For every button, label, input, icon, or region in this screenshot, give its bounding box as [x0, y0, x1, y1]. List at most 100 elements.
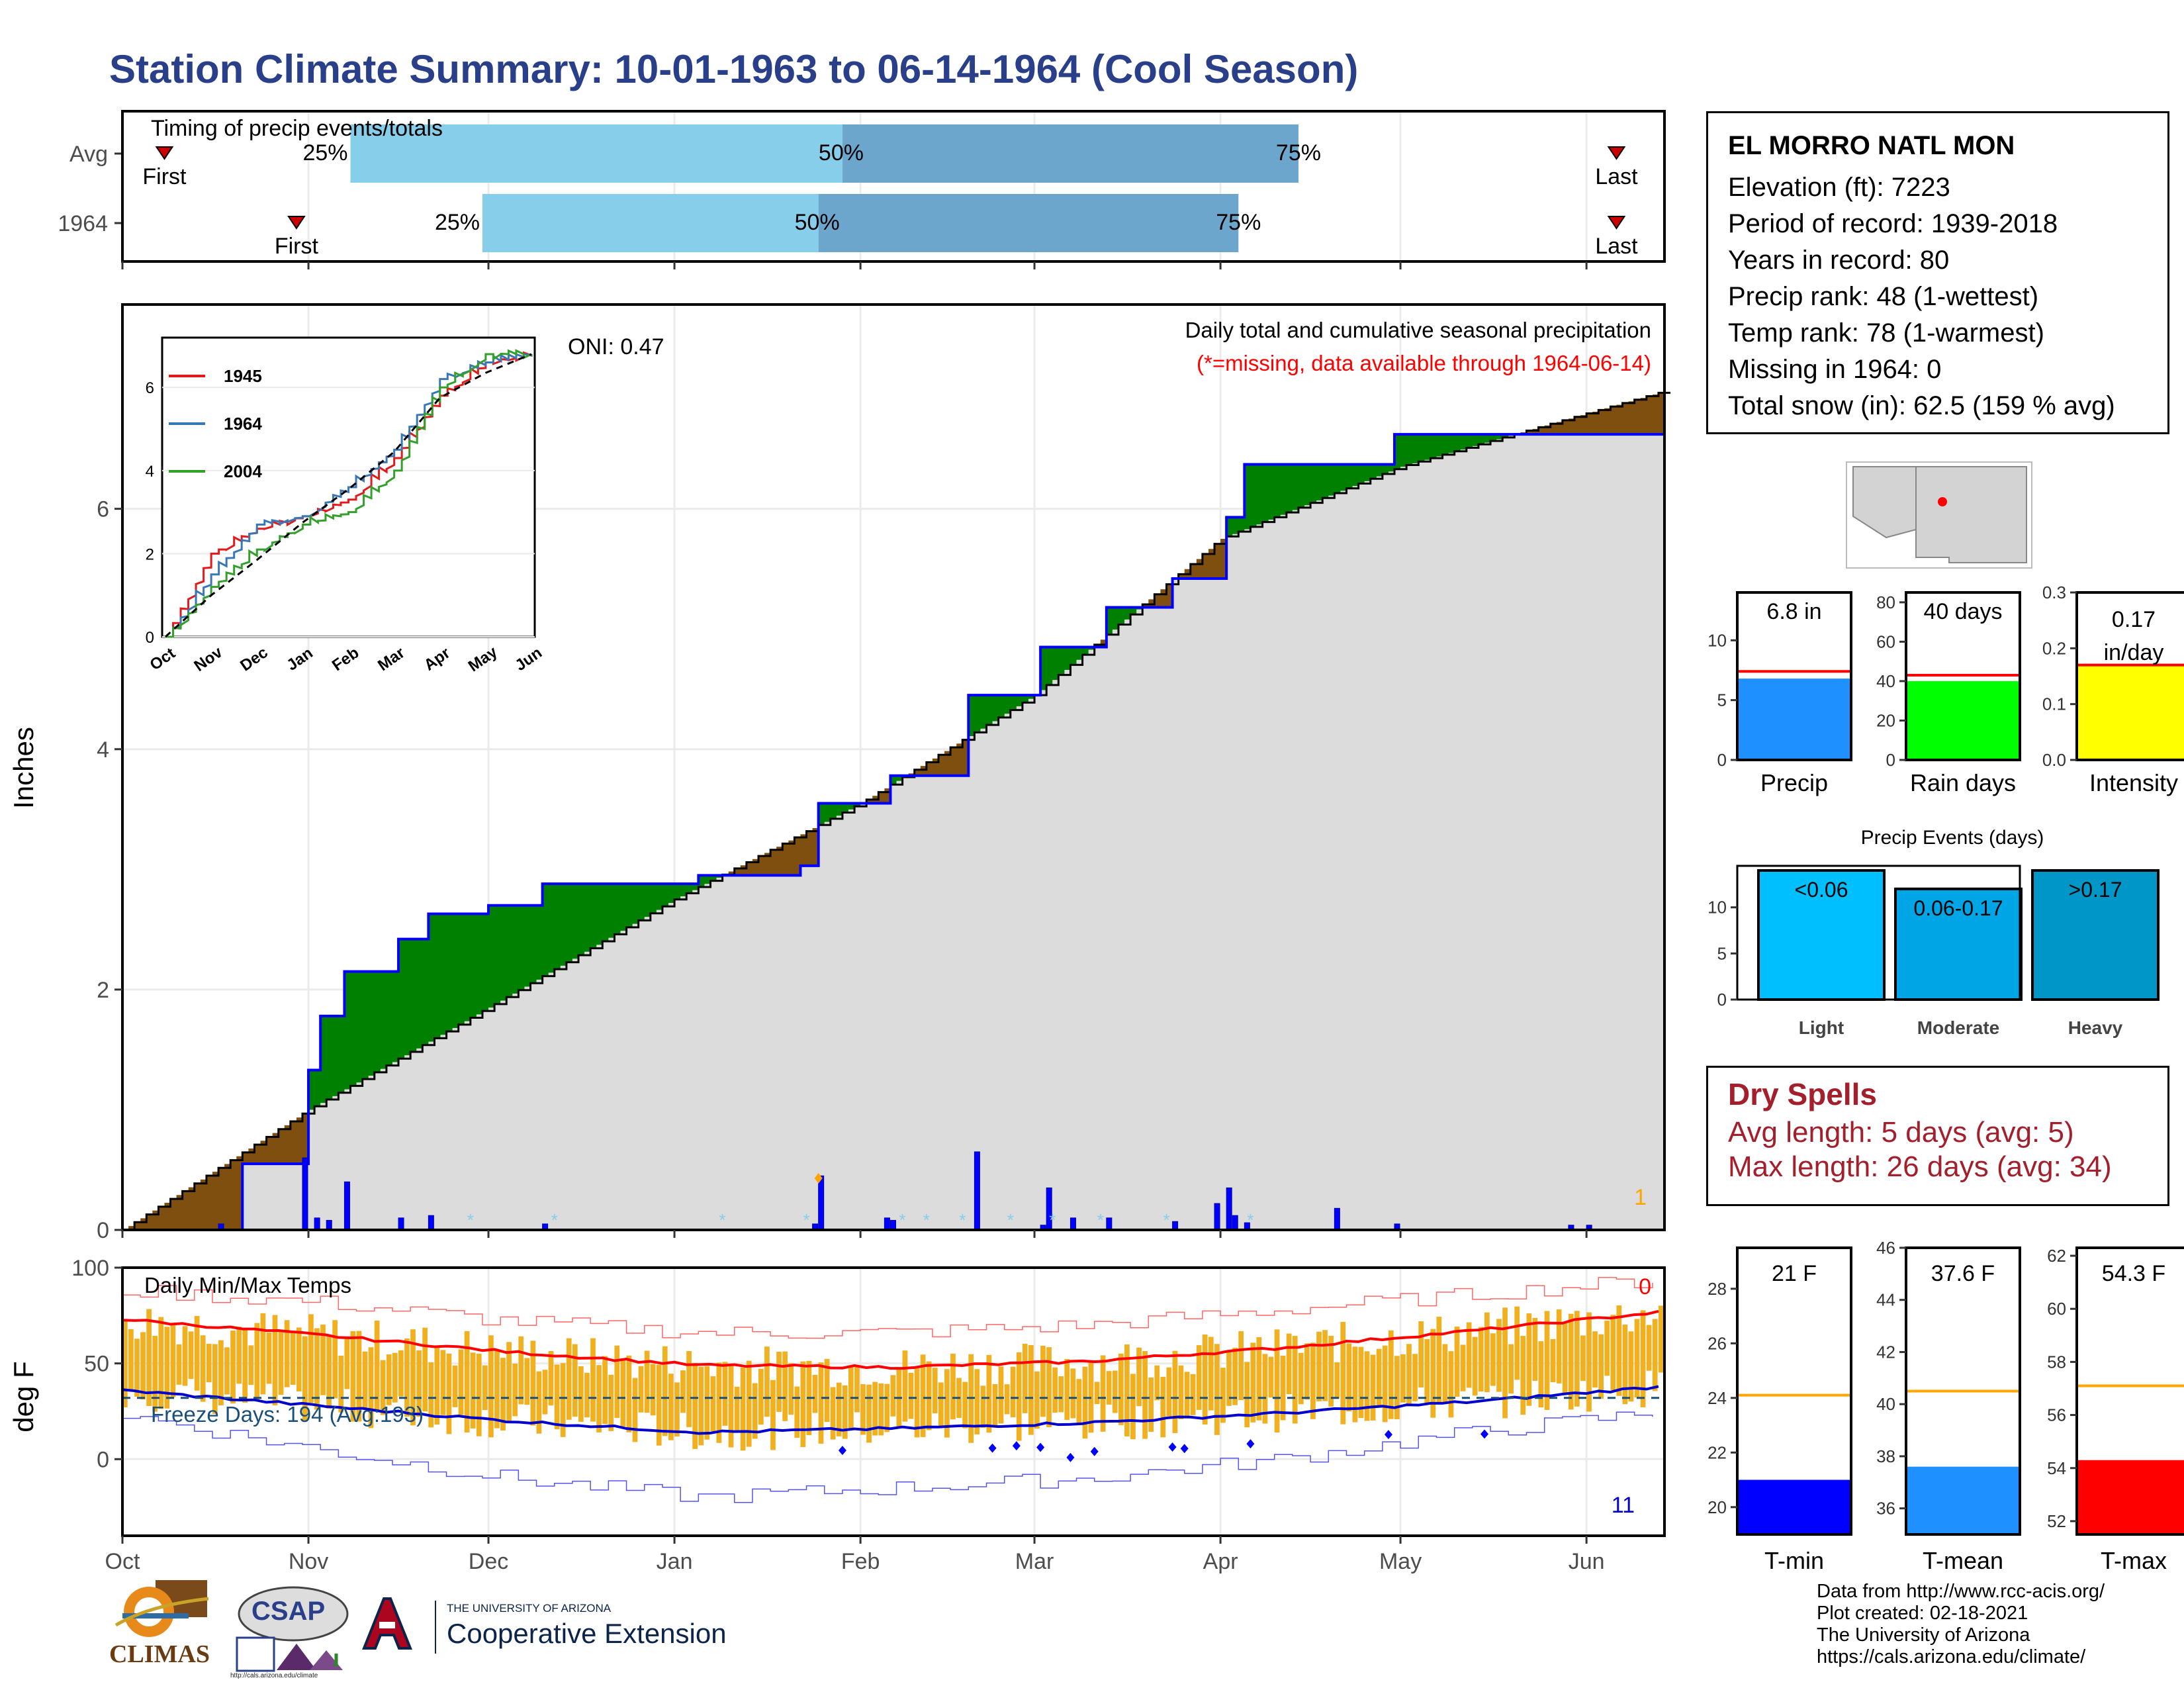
avg-area	[1304, 505, 1311, 1230]
csap-logo[interactable]: CSAP http://cals.arizona.edu/climate	[230, 1581, 349, 1680]
daily-temp-bar	[1472, 1336, 1478, 1396]
avg-area	[626, 927, 633, 1230]
precip-y-axis-title: Inches	[8, 727, 39, 809]
avg-area	[530, 983, 537, 1230]
ua-big-text: Cooperative Extension	[447, 1618, 727, 1649]
daily-precip-bar	[1334, 1207, 1340, 1231]
daily-temp-bar	[1562, 1323, 1568, 1393]
avg-area	[1592, 434, 1599, 1230]
daily-temp-bar	[950, 1354, 956, 1420]
avg-area	[788, 875, 796, 1230]
avg-area	[1262, 522, 1269, 1230]
daily-temp-bar	[1022, 1343, 1028, 1413]
above-avg-area	[830, 803, 837, 819]
above-avg-area	[566, 884, 573, 962]
climas-logo[interactable]: CLIMAS	[109, 1579, 215, 1671]
avg-area	[380, 1068, 387, 1230]
avg-area	[1010, 710, 1017, 1230]
inset-y-tick: 6	[146, 379, 154, 397]
temp-bar-tick-label: 60	[2047, 1299, 2066, 1319]
avg-area	[1514, 434, 1522, 1230]
avg-area	[944, 775, 951, 1230]
below-avg-area	[290, 1121, 297, 1164]
daily-temp-bar	[854, 1366, 860, 1413]
avg-area	[908, 775, 915, 1230]
daily-temp-bar	[374, 1321, 380, 1410]
mini-bar-precip	[1737, 679, 1851, 760]
below-avg-area	[1658, 393, 1665, 435]
temp-bar-tick-label: 22	[1707, 1442, 1727, 1462]
daily-temp-bar	[1358, 1346, 1364, 1419]
above-avg-area	[1268, 464, 1275, 520]
daily-temp-bar	[1532, 1317, 1538, 1381]
daily-temp-bar	[1568, 1313, 1574, 1410]
daily-temp-bar	[338, 1355, 344, 1413]
daily-temp-bar	[734, 1386, 740, 1432]
avg-area	[512, 994, 519, 1230]
above-avg-area	[1340, 464, 1347, 491]
daily-temp-bar	[1436, 1317, 1442, 1403]
last-marker	[1607, 146, 1626, 160]
above-avg-area	[428, 914, 435, 1042]
daily-temp-bar	[1538, 1341, 1544, 1408]
avg-area	[1340, 491, 1347, 1231]
daily-temp-bar	[788, 1363, 794, 1415]
inset-legend-label: 1945	[224, 366, 262, 386]
ua-logo[interactable]: THE UNIVERSITY OF ARIZONA Cooperative Ex…	[361, 1595, 745, 1668]
temp-bar-label: T-min	[1764, 1547, 1824, 1574]
below-avg-area	[878, 792, 886, 804]
avg-area	[1100, 647, 1107, 1230]
avg-area	[998, 717, 1005, 1230]
timing-pct-75: 75%	[1216, 210, 1261, 235]
mini-bar-tick-label: 80	[1876, 592, 1895, 612]
avg-area	[1466, 447, 1473, 1230]
daily-temp-bar	[1592, 1331, 1598, 1388]
last-label: Last	[1595, 164, 1638, 189]
daily-temp-bar	[692, 1363, 698, 1449]
last-label: Last	[1595, 234, 1638, 259]
below-avg-area	[1580, 415, 1587, 435]
daily-temp-bar	[1124, 1344, 1130, 1436]
trace-precip-marker: *	[1247, 1210, 1253, 1230]
station-line: Precip rank: 48 (1-wettest)	[1728, 282, 2039, 311]
avg-area	[434, 1038, 441, 1230]
temp-bar-tick-label: 24	[1707, 1388, 1727, 1408]
temp-bar-tick-label: 46	[1876, 1238, 1895, 1258]
freeze-days-label: Freeze Days: 194 (Avg:193)	[151, 1402, 424, 1427]
daily-temp-bar	[158, 1317, 164, 1409]
precip-y-label: 6	[97, 497, 109, 522]
below-avg-area	[1574, 416, 1581, 435]
avg-area	[1136, 609, 1143, 1230]
timing-row-label: 1964	[58, 211, 108, 236]
temp-bar-value: 54.3 F	[2102, 1261, 2165, 1286]
avg-area	[632, 923, 639, 1230]
above-avg-area	[1406, 434, 1413, 465]
avg-area	[1580, 434, 1587, 1230]
daily-temp-bar	[962, 1382, 968, 1429]
above-avg-area	[1250, 464, 1257, 527]
above-avg-area	[362, 971, 369, 1080]
record-low-marker	[838, 1446, 846, 1456]
above-avg-area	[590, 884, 597, 949]
precip-y-label: 4	[97, 737, 109, 763]
above-avg-area	[434, 914, 441, 1039]
mini-bar-rain-days	[1906, 680, 2020, 760]
daily-temp-bar	[494, 1349, 500, 1429]
daily-temp-bar	[1556, 1309, 1562, 1383]
daily-temp-bar	[764, 1346, 770, 1417]
avg-area	[902, 777, 909, 1230]
daily-temp-bar	[1418, 1321, 1424, 1388]
daily-temp-bar	[650, 1364, 656, 1416]
map-new-mexico	[1915, 466, 2027, 563]
station-info-box: EL MORRO NATL MON Elevation (ft): 7223 P…	[1706, 111, 2169, 434]
below-avg-area	[296, 1117, 303, 1164]
below-avg-area	[224, 1164, 231, 1230]
inset-line-1964	[165, 353, 533, 638]
temp-bar-tick-label: 26	[1707, 1333, 1727, 1353]
above-avg-area	[614, 884, 621, 935]
above-avg-area	[638, 884, 645, 921]
avg-area	[1562, 434, 1569, 1230]
daily-temp-bar	[1646, 1325, 1652, 1371]
temp-panel-title: Daily Min/Max Temps	[144, 1273, 351, 1297]
daily-temp-bar	[302, 1336, 308, 1421]
